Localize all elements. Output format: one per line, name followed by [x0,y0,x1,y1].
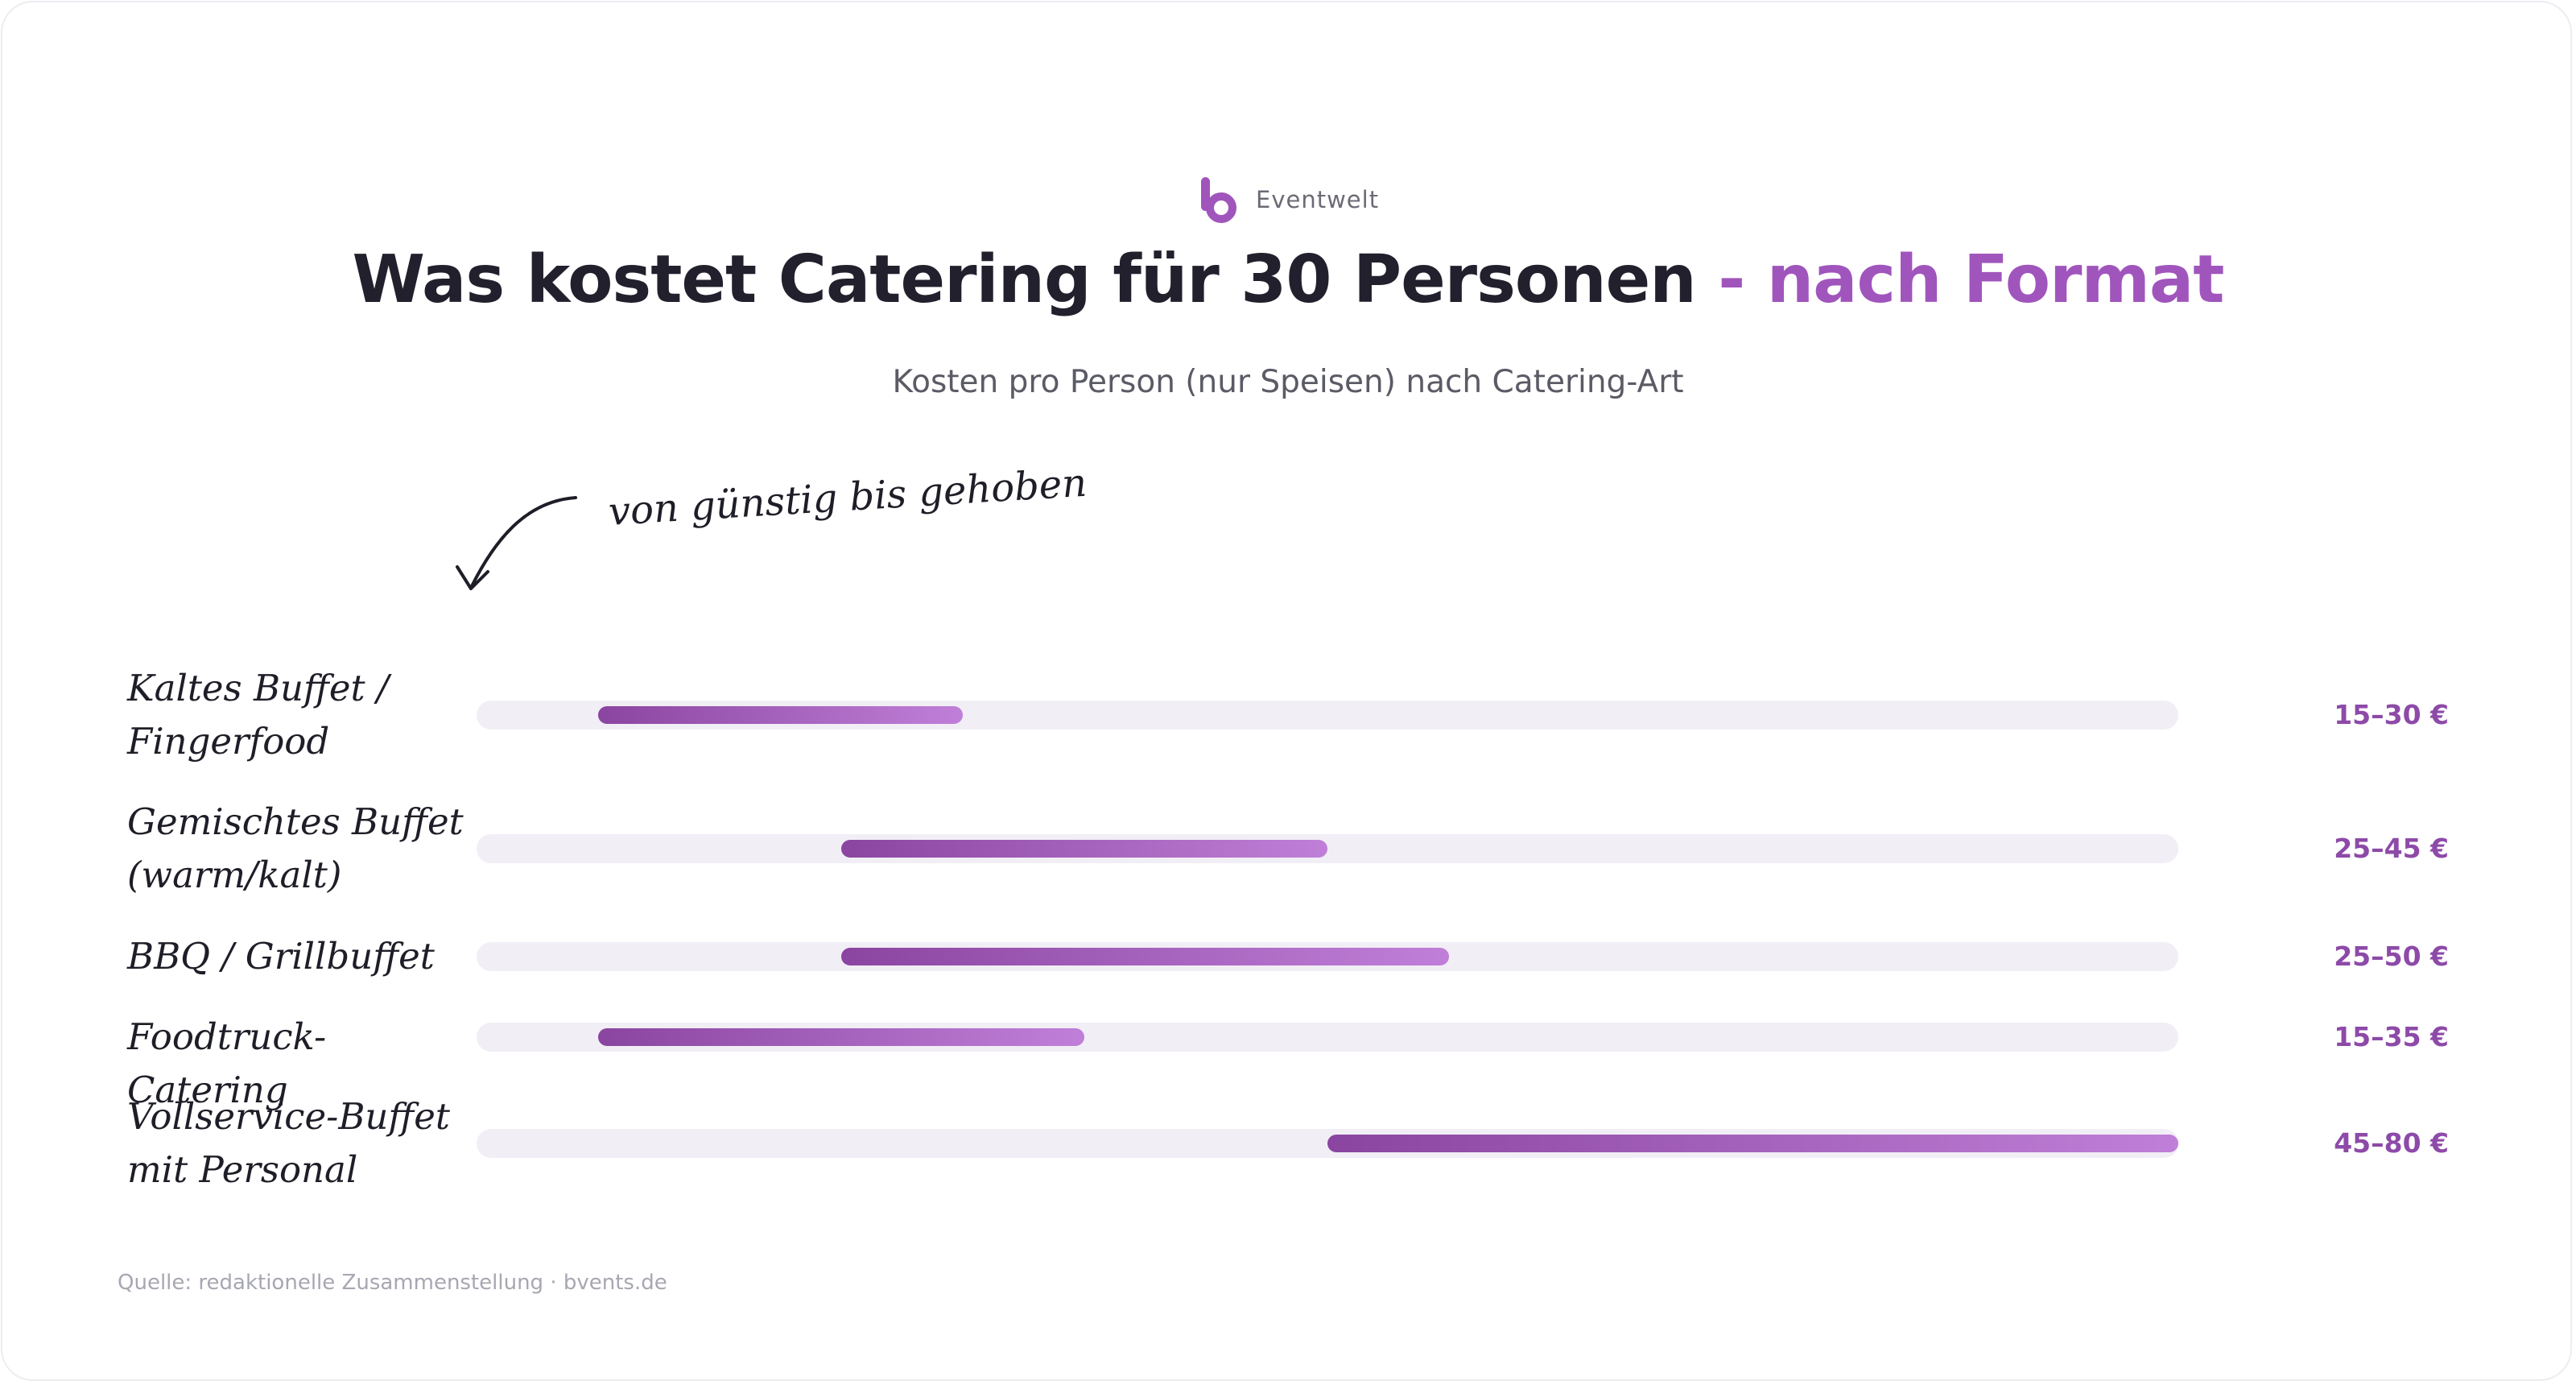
bar-track [477,1023,2178,1052]
category-label: Gemischtes Buffet (warm/kalt) [127,800,464,896]
category-label: BBQ / Grillbuffet [127,935,435,978]
range-bar [598,706,963,724]
range-bar [1327,1135,2178,1152]
bar-track [477,834,2178,863]
curved-arrow-icon [456,496,577,590]
chart-subtitle: Kosten pro Person (nur Speisen) nach Cat… [892,364,1684,400]
category-label: Vollservice-Buffet mit Personal [127,1095,450,1191]
brand-name: Eventwelt [1256,186,1380,213]
bar-track [477,701,2178,730]
range-value-label: 15–30 € [2334,699,2449,730]
chart-title: Was kostet Catering für 30 Personen - na… [0,242,2576,318]
source-note: Quelle: redaktionelle Zusammenstellung ·… [118,1271,667,1295]
range-value-label: 25–50 € [2334,941,2449,972]
range-value-label: 15–35 € [2334,1021,2449,1052]
range-value-label: 25–45 € [2334,833,2449,864]
range-bar [841,840,1327,858]
range-bar [598,1028,1084,1046]
range-value-label: 45–80 € [2334,1127,2449,1159]
range-bar [841,948,1449,965]
category-label: Kaltes Buffet / Fingerfood [127,667,390,763]
title-main: Was kostet Catering für 30 Personen [352,242,1697,318]
b-logo-icon [1201,177,1236,223]
title-accent: - nach Format [1695,242,2224,318]
brand: Eventwelt [1199,176,1379,224]
category-label: Foodtruck-Catering [127,1015,327,1111]
bar-track [477,1129,2178,1158]
bar-track [477,942,2178,971]
